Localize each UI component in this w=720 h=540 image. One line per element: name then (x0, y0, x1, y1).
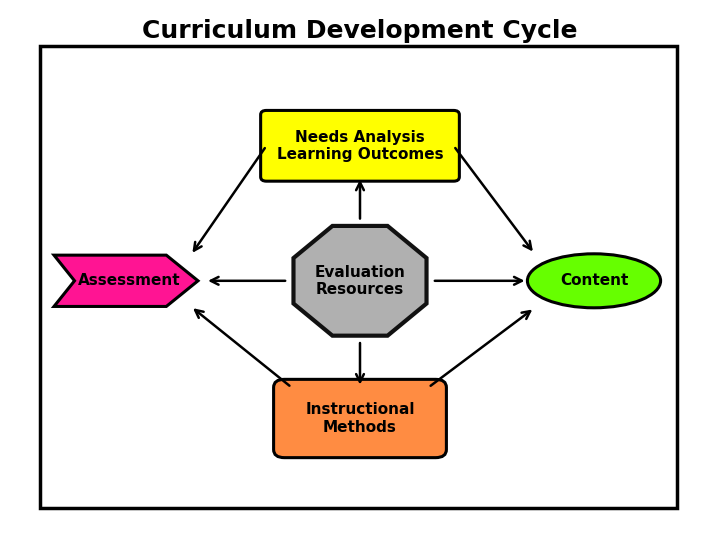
FancyBboxPatch shape (40, 46, 677, 508)
Text: Instructional
Methods: Instructional Methods (305, 402, 415, 435)
Text: Assessment: Assessment (78, 273, 181, 288)
Ellipse shape (527, 254, 661, 308)
Text: Curriculum Development Cycle: Curriculum Development Cycle (143, 19, 577, 43)
FancyBboxPatch shape (274, 379, 446, 457)
Polygon shape (54, 255, 198, 306)
Text: Content: Content (560, 273, 628, 288)
Text: Needs Analysis
Learning Outcomes: Needs Analysis Learning Outcomes (276, 130, 444, 162)
Text: Evaluation
Resources: Evaluation Resources (315, 265, 405, 297)
Polygon shape (294, 226, 426, 336)
FancyBboxPatch shape (261, 111, 459, 181)
